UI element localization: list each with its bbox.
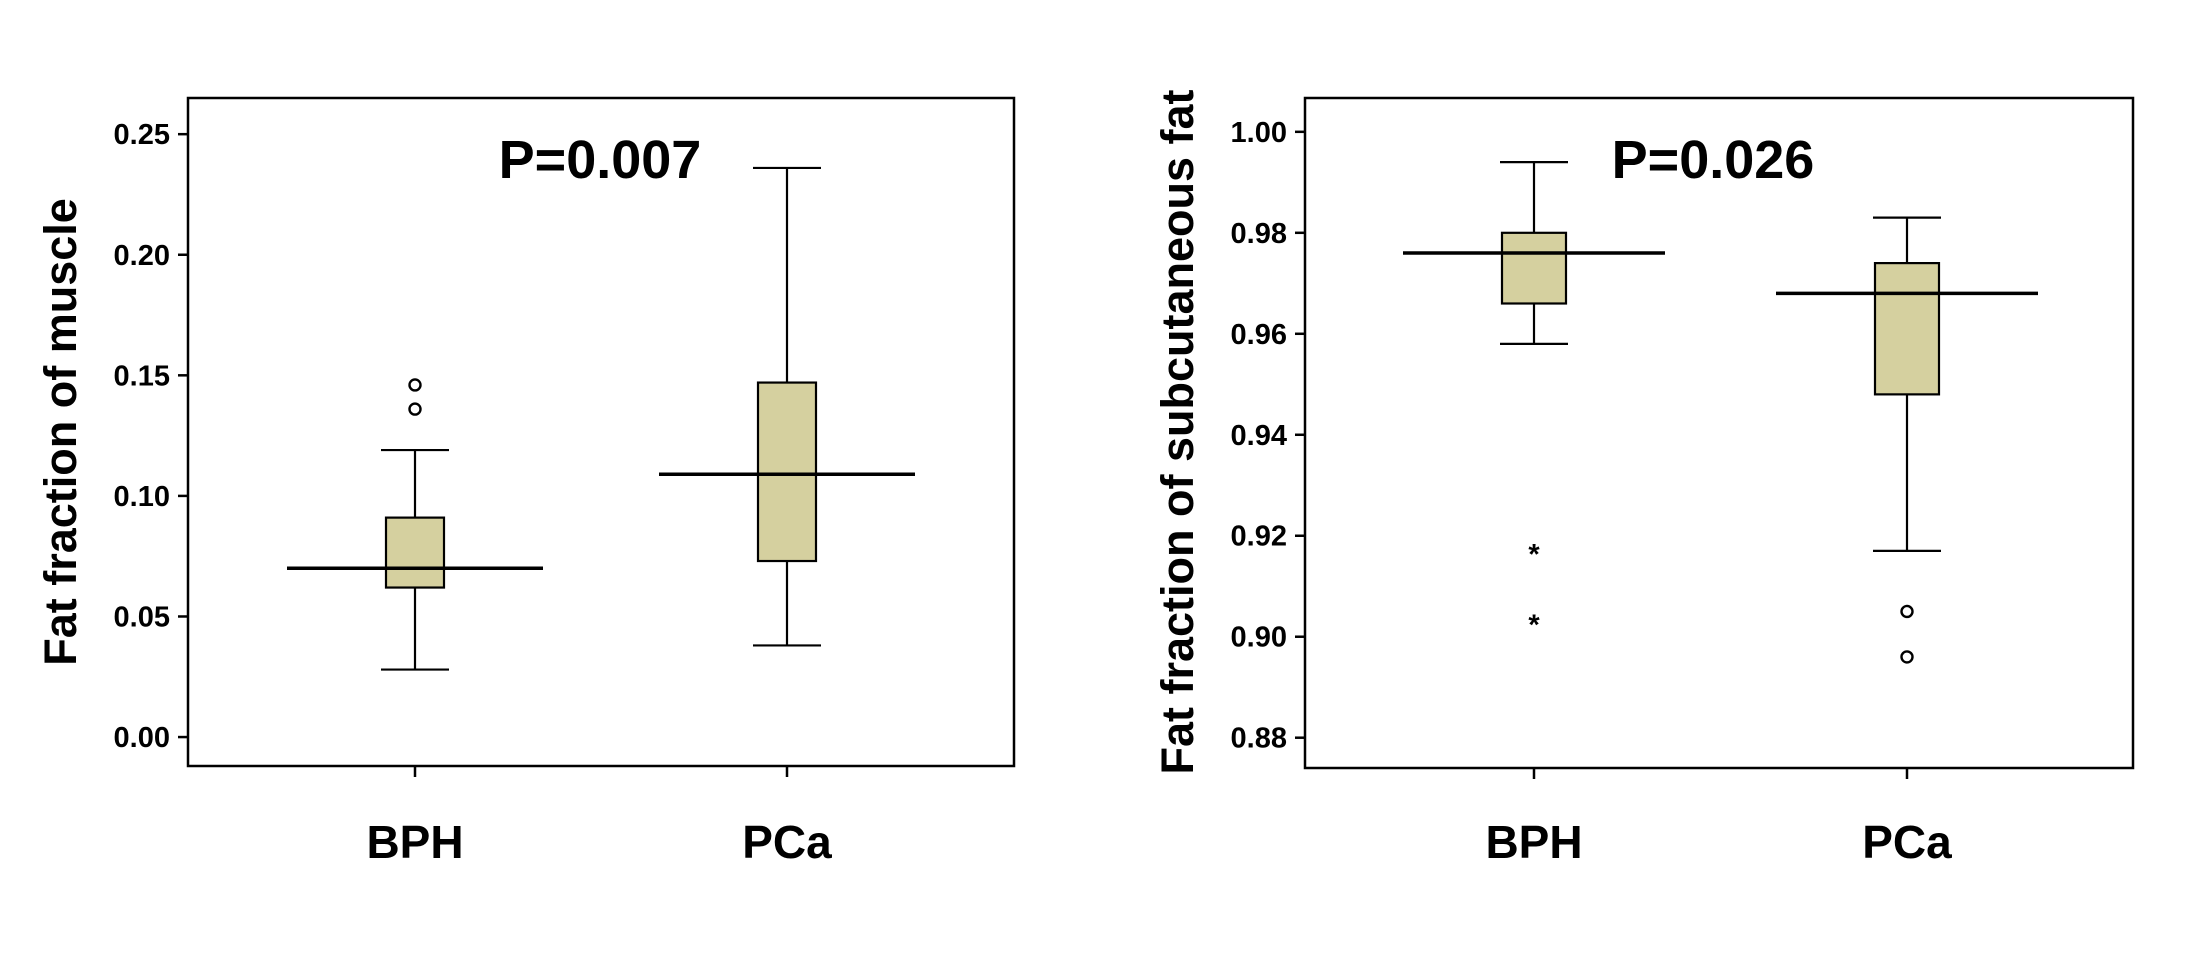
y-axis-label: Fat fraction of subcutaneous fat <box>1152 89 1203 774</box>
y-tick-label: 0.92 <box>1231 521 1287 553</box>
box-series: ** <box>1403 161 2038 664</box>
y-tick-label: 0.94 <box>1231 420 1287 452</box>
outlier-point <box>1900 604 1914 619</box>
extreme-point: * <box>1528 539 1540 571</box>
y-axis: 0.88 0.90 0.92 0.94 0.96 0.98 1.00 <box>1231 117 1305 755</box>
y-axis: 0.00 0.05 0.10 0.15 0.20 0.25 <box>114 119 188 754</box>
x-axis: BPH PCa <box>366 766 832 868</box>
box-iqr <box>1500 231 1568 305</box>
box-bph <box>287 378 543 671</box>
box-pca <box>1776 216 2038 664</box>
p-value-annotation: P=0.007 <box>499 130 702 190</box>
y-tick-label: 0.15 <box>114 360 170 392</box>
x-tick-label: PCa <box>1862 816 1952 868</box>
chart-subcutaneous-fat-fraction: Fat fraction of subcutaneous fat P=0.026… <box>1152 89 2135 868</box>
y-tick-label: 0.90 <box>1231 622 1287 654</box>
y-axis-label: Fat fraction of muscle <box>35 198 86 666</box>
p-value-annotation: P=0.026 <box>1612 130 1815 190</box>
box-iqr <box>1873 262 1941 396</box>
outlier-point <box>1900 650 1914 664</box>
outlier-point <box>408 378 422 392</box>
extreme-point: * <box>1528 610 1540 642</box>
y-tick-label: 0.05 <box>114 601 170 633</box>
x-tick-label: BPH <box>1485 816 1582 868</box>
plot-frame <box>1303 96 2135 770</box>
chart-muscle-fat-fraction: Fat fraction of muscle P=0.007 0.000.050… <box>35 96 1016 868</box>
x-tick-label: PCa <box>742 816 832 868</box>
x-axis: BPH PCa <box>1485 768 1952 868</box>
y-tick-label: 0.10 <box>114 481 170 513</box>
y-tick-label: 1.00 <box>1231 117 1287 149</box>
y-tick-label: 0.96 <box>1231 319 1287 351</box>
outlier-point <box>408 402 422 416</box>
x-tick-label: BPH <box>366 816 463 868</box>
box-iqr <box>384 516 446 589</box>
y-tick-label: 0.20 <box>114 240 170 272</box>
y-tick-label: 0.98 <box>1231 218 1287 250</box>
box-pca <box>659 166 915 647</box>
box-bph: ** <box>1403 161 1665 642</box>
y-tick-label: 0.25 <box>114 119 170 151</box>
box-series <box>287 166 915 671</box>
y-tick-label: 0.88 <box>1231 723 1287 755</box>
box-iqr <box>756 381 818 563</box>
plot-frame <box>186 96 1016 768</box>
y-tick-label: 0.00 <box>114 722 170 754</box>
